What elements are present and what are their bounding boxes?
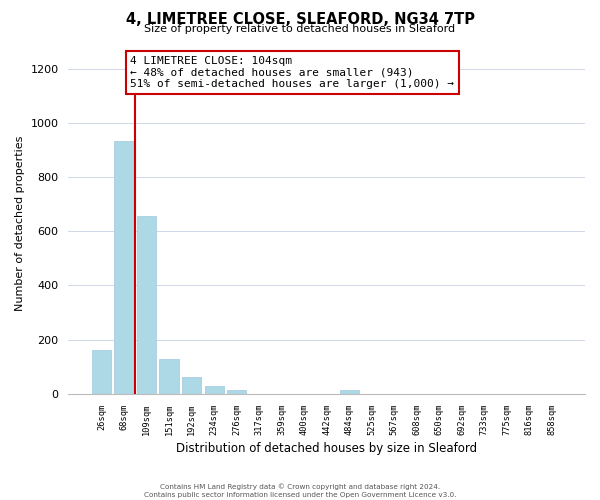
- Bar: [205, 386, 224, 394]
- X-axis label: Distribution of detached houses by size in Sleaford: Distribution of detached houses by size …: [176, 442, 477, 455]
- Text: Size of property relative to detached houses in Sleaford: Size of property relative to detached ho…: [145, 24, 455, 34]
- Bar: [227, 390, 246, 394]
- Text: Contains HM Land Registry data © Crown copyright and database right 2024.
Contai: Contains HM Land Registry data © Crown c…: [144, 484, 456, 498]
- Bar: [137, 216, 156, 394]
- Bar: [160, 360, 179, 394]
- Bar: [340, 390, 359, 394]
- Bar: [115, 140, 134, 394]
- Bar: [182, 377, 201, 394]
- Text: 4 LIMETREE CLOSE: 104sqm
← 48% of detached houses are smaller (943)
51% of semi-: 4 LIMETREE CLOSE: 104sqm ← 48% of detach…: [130, 56, 454, 89]
- Text: 4, LIMETREE CLOSE, SLEAFORD, NG34 7TP: 4, LIMETREE CLOSE, SLEAFORD, NG34 7TP: [125, 12, 475, 28]
- Y-axis label: Number of detached properties: Number of detached properties: [15, 136, 25, 311]
- Bar: [92, 350, 111, 394]
